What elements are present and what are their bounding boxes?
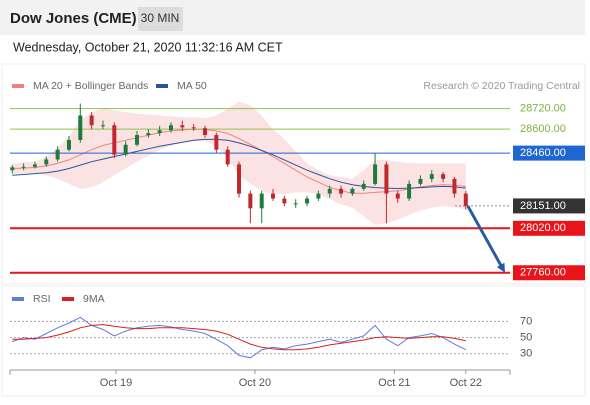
legend-label: RSI [33,293,51,305]
candle-body [259,193,264,209]
candle-body [10,167,15,171]
forecast-arrowhead [496,262,505,273]
candle-body [339,188,344,194]
candle-body [89,115,94,126]
candle-body [214,134,219,150]
candle-body [123,144,128,155]
level-label: 28720.00 [520,103,566,115]
rsi-frame [1,285,586,397]
timeframe[interactable]: 30 MIN [141,11,180,25]
level-label: 28151.00 [520,200,566,212]
candle-body [373,164,378,184]
candle-body [429,174,434,179]
candle-body [191,127,196,129]
source: Research © 2020 Trading Central [423,80,580,92]
candle-body [146,133,151,135]
level-box [513,265,585,281]
candle-body [418,178,423,184]
candle-body [55,149,60,160]
candle-body [44,159,49,165]
legend-label: MA 50 [177,80,207,92]
level-label: 27760.00 [520,267,566,279]
price-frame [1,63,586,285]
candle-body [21,166,26,168]
candle-body [134,134,139,145]
level-label: 28600.00 [520,123,566,135]
candle-body [441,174,446,179]
level-label: 28460.00 [520,147,566,159]
candle-body [452,178,457,194]
subtitle: Wednesday, October 21, 2020 11:32:16 AM … [13,40,283,54]
legend-swatch [156,84,168,88]
candle-body [32,164,37,167]
title: Dow Jones (CME) [10,10,137,27]
timeframe-box[interactable] [138,7,183,31]
rsi-line [12,324,466,351]
candle-body [305,198,310,204]
legend-label: MA 20 + Bollinger Bands [33,80,148,92]
candle-body [361,183,366,189]
candle-body [168,125,173,131]
candle-body [78,115,83,140]
x-tick-label: Oct 21 [378,377,410,389]
y-tick-label: 30 [520,348,532,360]
candle-body [225,149,230,165]
x-tick-label: Oct 19 [100,377,132,389]
x-tick-label: Oct 22 [450,377,482,389]
level-label: 28020.00 [520,222,566,234]
candle-body [157,130,162,134]
legend-label: 9MA [83,293,105,305]
y-tick-label: 70 [520,315,532,327]
candle-body [112,125,117,155]
rsi-line [12,316,467,359]
legend-swatch [62,297,74,301]
candle-body [384,164,389,194]
candle-body [271,193,276,199]
candle-body [407,183,412,199]
y-tick-label: 50 [520,331,532,343]
level-box [513,145,585,161]
candle-body [180,125,185,128]
ma20-line [12,128,466,194]
candle-body [203,128,208,135]
candle-body [237,164,242,194]
level-box [513,220,585,236]
level-box [513,198,585,214]
candle-body [100,125,105,127]
legend-swatch [12,297,24,301]
candle-body [316,193,321,199]
candle-body [293,203,298,205]
legend-swatch [12,84,24,88]
candle-body [463,193,468,206]
ma50-line [12,138,466,190]
candle-body [248,193,253,209]
header-bar [0,0,585,35]
candle-body [66,139,71,150]
candle-body [395,193,400,199]
forecast-arrow [466,205,503,268]
candle-body [327,188,332,194]
candle-body [282,198,287,204]
x-tick-label: Oct 20 [239,377,271,389]
candle-body [350,188,355,194]
